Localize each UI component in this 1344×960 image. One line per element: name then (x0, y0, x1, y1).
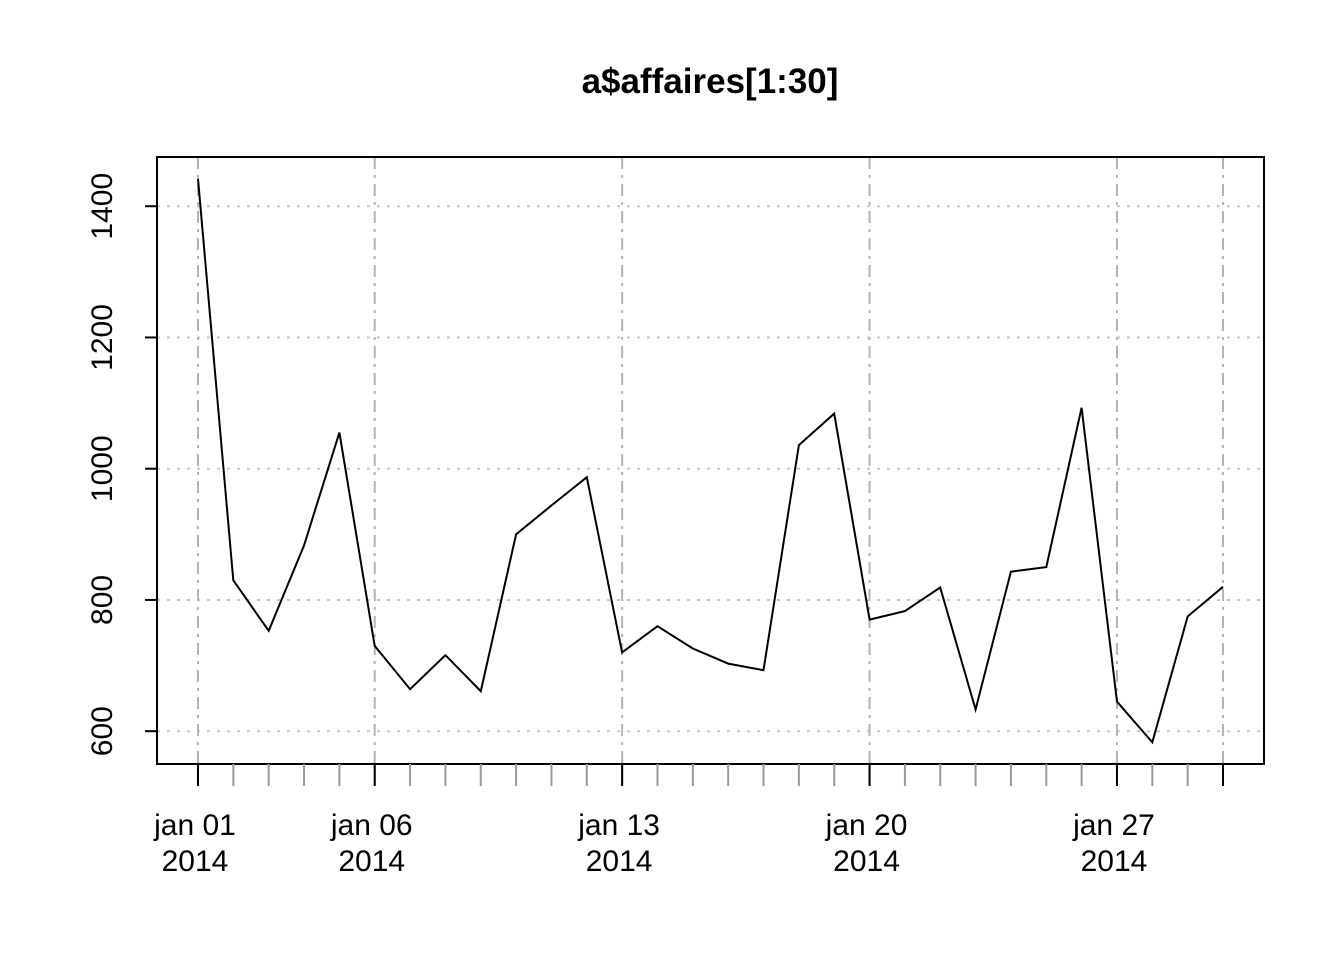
y-tick-label: 1200 (86, 304, 119, 371)
x-tick-label-year: 2014 (338, 845, 405, 878)
x-tick-label-date: jan 27 (1072, 809, 1155, 842)
plot-frame (156, 156, 1265, 765)
x-tick-label-year: 2014 (586, 845, 653, 878)
grid (157, 157, 1264, 764)
x-tick-label-date: jan 06 (330, 809, 413, 842)
series-line (197, 178, 1224, 745)
chart-title: a$affaires[1:30] (582, 62, 839, 101)
y-tick-label: 1400 (86, 173, 119, 240)
x-tick-label-date: jan 01 (153, 809, 236, 842)
x-tick-label-year: 2014 (162, 845, 229, 878)
x-tick-label-year: 2014 (833, 845, 900, 878)
x-tick-label-year: 2014 (1081, 845, 1148, 878)
y-tick-label: 800 (86, 575, 119, 625)
y-tick-label: 600 (86, 706, 119, 756)
series-layer (197, 178, 1224, 745)
y-axis: 600 800 1000 1200 1400 (86, 173, 157, 756)
x-tick-label-date: jan 13 (577, 809, 660, 842)
y-tick-label: 1000 (86, 435, 119, 502)
x-tick-label-date: jan 20 (825, 809, 908, 842)
